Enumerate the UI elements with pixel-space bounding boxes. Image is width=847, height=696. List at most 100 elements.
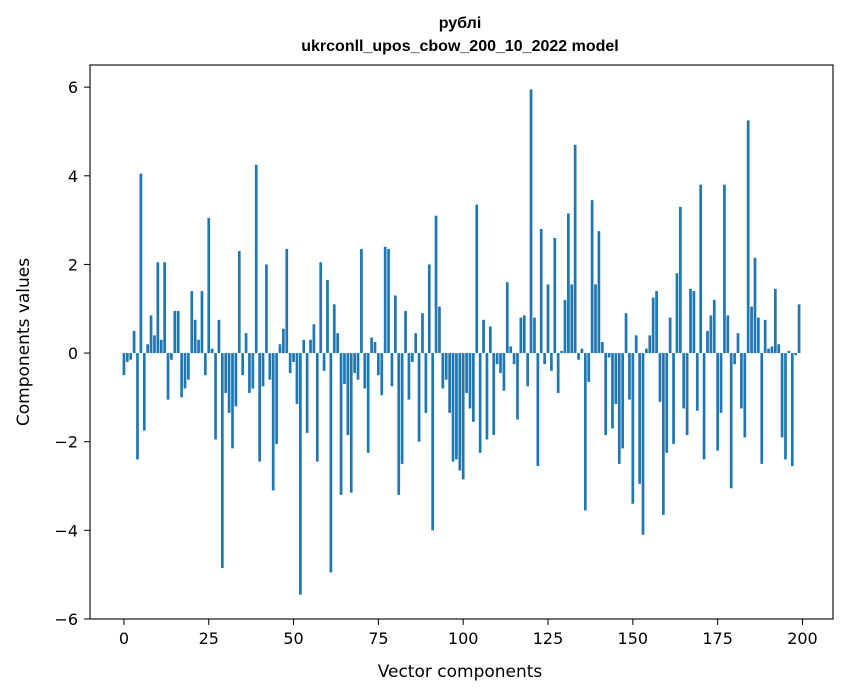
bar: [383, 246, 387, 354]
x-tick-label: 125: [533, 629, 564, 648]
bar: [278, 344, 282, 354]
bar: [767, 348, 770, 354]
bar: [543, 353, 546, 365]
x-tick-label: 200: [787, 629, 818, 648]
bar: [254, 164, 258, 354]
bar: [451, 353, 455, 462]
bar: [343, 353, 346, 385]
bar: [723, 184, 726, 354]
x-tick-label: 25: [199, 629, 219, 648]
bar: [241, 353, 245, 376]
plot-frame: [89, 64, 834, 620]
bar: [261, 353, 265, 387]
bar: [556, 353, 560, 393]
x-tick-label: 175: [702, 629, 733, 648]
bar: [512, 353, 516, 365]
bar: [441, 353, 445, 389]
bar: [790, 353, 794, 467]
bar: [271, 353, 275, 491]
bar: [570, 284, 574, 354]
y-tick-label: −6: [54, 610, 78, 629]
bar: [522, 315, 526, 354]
bar: [485, 353, 489, 440]
bar: [699, 184, 703, 354]
bar: [173, 310, 177, 354]
bar: [146, 344, 150, 354]
bar: [190, 291, 194, 354]
bar: [197, 339, 200, 354]
bar: [611, 353, 614, 429]
bar: [753, 257, 757, 354]
bar: [600, 342, 604, 354]
bar: [668, 317, 672, 354]
bar: [180, 353, 183, 398]
bar: [227, 353, 231, 413]
bar: [322, 353, 326, 371]
bar: [461, 353, 465, 480]
bar: [475, 204, 479, 354]
bar: [417, 353, 421, 442]
bar: [214, 353, 217, 440]
x-tick-label: 0: [119, 629, 129, 648]
bar: [132, 330, 136, 354]
bar: [726, 315, 730, 354]
bar: [468, 353, 472, 409]
bar: [573, 144, 577, 354]
bar: [397, 353, 401, 495]
bar: [234, 353, 238, 407]
bar: [607, 353, 611, 358]
bar: [183, 353, 187, 389]
bar: [465, 353, 468, 393]
bar: [207, 217, 211, 354]
bar: [275, 353, 278, 444]
bar: [794, 353, 798, 356]
bar: [153, 335, 156, 354]
bar: [787, 350, 791, 354]
bar: [455, 353, 458, 460]
bar: [305, 353, 309, 433]
bar: [529, 89, 533, 354]
bar: [448, 353, 451, 413]
bar: [312, 324, 316, 354]
bar: [248, 353, 251, 393]
x-tick-label: 50: [283, 629, 303, 648]
y-tick-label: −4: [54, 521, 78, 540]
bar: [295, 353, 299, 405]
bar: [553, 237, 557, 354]
bar: [360, 248, 363, 354]
y-tick-label: 2: [68, 255, 78, 274]
bar: [695, 353, 699, 411]
bar: [658, 353, 662, 402]
bar: [380, 353, 384, 396]
bar: [387, 248, 390, 354]
bar: [224, 353, 228, 393]
bar: [777, 344, 781, 354]
bar: [166, 353, 170, 400]
bar: [298, 353, 302, 595]
bar: [217, 319, 221, 354]
bar: [326, 279, 329, 354]
bar: [390, 353, 394, 387]
bar: [560, 350, 563, 354]
bar: [590, 200, 594, 354]
y-tick-label: 0: [68, 344, 78, 363]
bar: [353, 353, 356, 374]
bar: [736, 333, 740, 354]
bar: [580, 348, 584, 354]
bar: [495, 353, 499, 365]
bar: [594, 284, 597, 354]
bar: [237, 251, 241, 354]
bar: [733, 353, 736, 365]
bars-group: [122, 89, 801, 595]
bar: [336, 333, 340, 354]
bar: [648, 335, 652, 354]
bar: [139, 173, 143, 354]
bar: [339, 353, 343, 495]
bar: [210, 348, 214, 354]
bar: [577, 353, 580, 360]
y-tick-label: −2: [54, 433, 78, 452]
bar: [716, 353, 719, 451]
bar: [604, 353, 608, 436]
bar: [438, 306, 441, 354]
